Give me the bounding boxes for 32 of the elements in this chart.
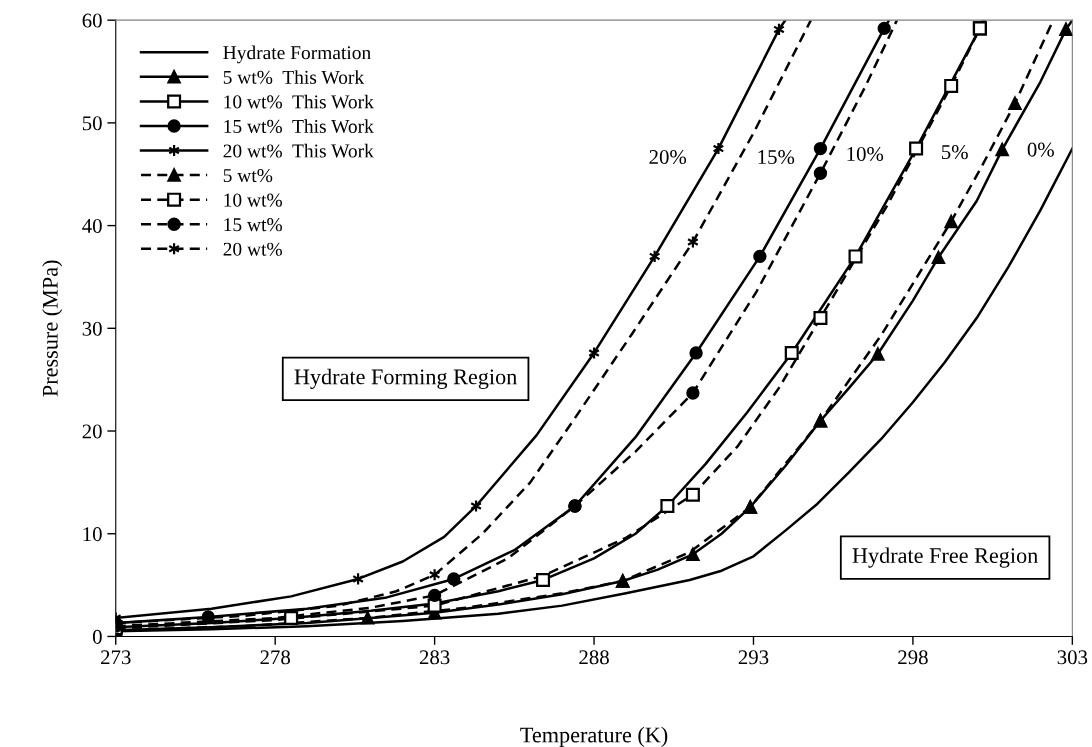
legend-label: 5 wt% <box>223 168 273 183</box>
y-tick-label: 50 <box>82 116 102 131</box>
annotation: 15% <box>758 149 795 165</box>
legend-label: 20 wt% <box>223 242 282 256</box>
x-axis-title: Temperature (K) <box>520 726 668 747</box>
legend-label: Hydrate Formation <box>223 45 371 64</box>
x-tick-label: 293 <box>738 650 769 665</box>
y-tick-label: 0 <box>92 629 102 644</box>
y-tick-label: 40 <box>82 218 102 234</box>
annotation: 10% <box>847 146 884 162</box>
x-tick-label: 283 <box>419 650 450 665</box>
y-tick-label: 30 <box>82 321 102 336</box>
legend-label: 10 wt% <box>224 193 282 207</box>
y-tick-label: 60 <box>82 13 102 28</box>
legend-label: 20 wt% This Work <box>223 143 374 158</box>
x-tick-label: 298 <box>898 650 928 665</box>
legend-label: 5 wt% This Work <box>223 70 365 84</box>
x-tick-label: 278 <box>260 650 291 665</box>
annotation: 5% <box>942 145 968 160</box>
legend-label: 10 wt% This Work <box>224 94 374 109</box>
legend-label: 15 wt% This Work <box>224 119 374 134</box>
annotation: Hydrate Free Region <box>852 547 1038 568</box>
y-tick-label: 20 <box>82 424 102 439</box>
y-tick-label: 10 <box>83 527 102 542</box>
annotation: Hydrate Forming Region <box>294 368 517 389</box>
legend-label: 15 wt% <box>224 218 282 232</box>
y-axis-title: Pressure (MPa) <box>42 260 63 397</box>
x-tick-label: 288 <box>579 650 609 665</box>
x-tick-label: 303 <box>1057 650 1088 665</box>
annotation: 0% <box>1027 142 1054 157</box>
x-tick-label: 273 <box>101 650 131 665</box>
annotation: 20% <box>649 149 687 165</box>
